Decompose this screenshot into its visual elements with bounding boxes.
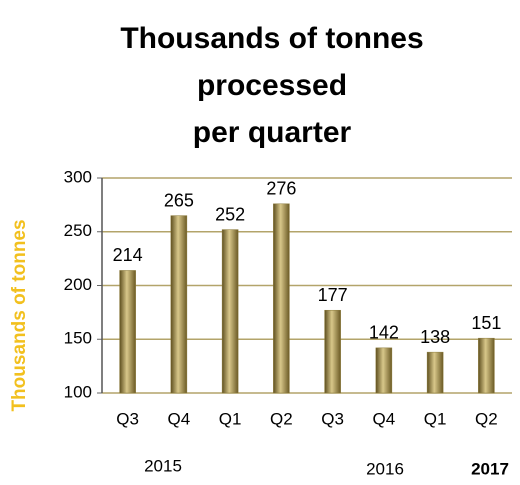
bar bbox=[273, 203, 290, 394]
y-axis-label: Thousands of tonnes bbox=[9, 219, 30, 411]
bar bbox=[375, 347, 393, 394]
bar bbox=[324, 309, 341, 394]
bar bbox=[221, 229, 239, 394]
chart-title: Thousands of tonnes bbox=[120, 22, 423, 55]
group-label: 2017 bbox=[471, 459, 509, 478]
data-label: 252 bbox=[215, 204, 245, 224]
x-tick-label: Q4 bbox=[168, 409, 191, 428]
x-tick-label: Q2 bbox=[270, 409, 293, 428]
y-tick-label: 300 bbox=[64, 167, 92, 186]
y-tick-label: 150 bbox=[64, 329, 92, 348]
data-label: 276 bbox=[266, 179, 296, 199]
x-tick-label: Q3 bbox=[321, 409, 344, 428]
x-tick-label: Q4 bbox=[373, 409, 396, 428]
x-tick-label: Q1 bbox=[219, 409, 242, 428]
data-label: 142 bbox=[369, 323, 399, 343]
bar bbox=[170, 215, 188, 394]
x-tick-label: Q3 bbox=[116, 409, 139, 428]
x-tick-label: Q1 bbox=[424, 409, 447, 428]
y-tick-label: 200 bbox=[64, 275, 92, 294]
bar bbox=[426, 351, 444, 394]
y-tick-label: 250 bbox=[64, 221, 92, 240]
chart-title: processed bbox=[197, 69, 347, 102]
data-label: 265 bbox=[164, 190, 194, 210]
chart-title: per quarter bbox=[193, 116, 352, 149]
data-label: 214 bbox=[113, 245, 143, 265]
data-label: 138 bbox=[420, 327, 450, 347]
data-label: 151 bbox=[471, 313, 501, 333]
bar bbox=[119, 270, 136, 394]
group-label: 2016 bbox=[366, 459, 404, 478]
bar bbox=[478, 337, 495, 394]
y-tick-label: 100 bbox=[64, 382, 92, 401]
x-tick-label: Q2 bbox=[475, 409, 498, 428]
group-label: 2015 bbox=[144, 456, 182, 475]
data-label: 177 bbox=[318, 285, 348, 305]
